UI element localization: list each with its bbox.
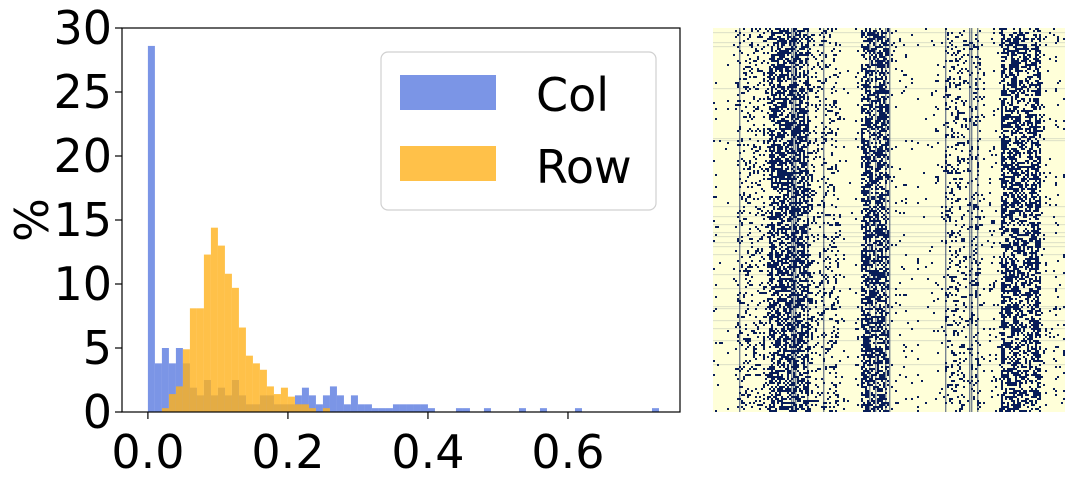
bar-col-3 [168,363,176,412]
bar-col-31 [364,404,372,412]
x-tick-label: 0.0 [111,425,184,479]
heatmap-cells [713,28,1065,412]
bar-col-35 [392,404,400,412]
series-row [161,227,330,412]
bar-col-34 [385,408,393,412]
bar-col-21 [294,395,302,412]
bar-col-46 [574,408,582,412]
bar-row-9 [224,273,232,412]
y-tick-label: 25 [53,65,112,119]
bar-col-40 [427,408,435,412]
bar-col-42 [462,408,470,412]
heatmap-solid-column [795,28,797,412]
heatmap-nonzero-cells [713,28,1065,412]
y-tick-label: 30 [53,1,112,55]
histogram-chart: 0.0 0.2 0.4 0.6 0 5 10 15 20 25 30 % Col Row [5,1,681,479]
bar-col-24 [315,404,323,412]
bar-row-15 [266,386,274,412]
bar-col-26 [329,386,337,412]
bar-row-8 [217,245,225,412]
heatmap-row-streak [713,32,1065,34]
bar-row-5 [196,308,204,412]
bar-col-29 [350,395,358,412]
bar-row-2 [175,386,183,412]
y-tick-label: 5 [83,321,112,375]
y-tick-label: 0 [83,385,112,439]
bar-row-19 [294,404,302,412]
heatmap-row-streak [713,42,1065,44]
bar-col-44 [518,408,526,412]
heatmap-row-streak [713,224,1065,226]
bar-col-23 [308,395,316,412]
heatmap-row-streak [713,364,1065,366]
legend-label-row: Row [536,140,632,194]
bar-row-4 [189,308,197,412]
heatmap-solid-column [823,28,825,412]
bar-col-2 [161,348,169,412]
legend-swatch-row [400,146,496,181]
bar-row-10 [231,287,239,412]
bar-col-47 [651,408,659,412]
bar-row-6 [203,254,211,412]
bar-col-22 [301,387,309,412]
legend-label-col: Col [536,68,609,122]
x-axis: 0.0 0.2 0.4 0.6 [111,412,605,479]
bar-col-39 [420,404,428,412]
heatmap-row-streak [713,320,1065,322]
y-tick-label: 15 [53,193,112,247]
heatmap-row-streak [713,308,1065,310]
bar-row-18 [287,396,295,412]
bar-col-25 [322,395,330,412]
bar-col-41 [455,408,463,412]
bar-col-43 [483,408,491,412]
bar-row-3 [182,349,190,412]
heatmap-solid-column [977,28,979,412]
x-tick-label: 0.6 [531,425,604,479]
heatmap-row-streak [713,328,1065,330]
bar-row-1 [168,394,176,412]
bar-row-14 [259,369,267,412]
heatmap-row-streak [713,46,1065,48]
bar-col-0 [147,45,155,412]
y-tick-label: 10 [53,257,112,311]
bar-row-13 [252,363,260,412]
bar-col-38 [413,404,421,412]
bar-col-27 [336,395,344,412]
bar-row-7 [210,227,218,412]
bar-col-4 [175,348,183,412]
heatmap-row-streak [713,216,1065,218]
bar-row-12 [245,355,253,412]
bar-col-37 [406,404,414,412]
heatmap-solid-column [969,28,971,412]
bar-row-16 [273,394,281,412]
bar-row-22 [322,408,330,412]
legend-swatch-col [400,75,496,110]
bar-col-36 [399,404,407,412]
bar-row-21 [308,408,316,412]
bar-col-28 [343,404,351,412]
legend: Col Row [380,51,657,211]
bar-col-30 [357,404,365,412]
x-tick-label: 0.2 [251,425,324,479]
bar-col-33 [378,408,386,412]
bar-row-11 [238,327,246,412]
bar-row-17 [280,387,288,412]
heatmap-solid-column [889,28,891,412]
bar-col-1 [154,363,162,412]
bar-col-32 [371,408,379,412]
sparsity-heatmap [713,28,1065,412]
y-axis-label: % [5,198,59,242]
heatmap-row-streak [713,254,1065,256]
x-tick-label: 0.4 [391,425,464,479]
heatmap-row-streak [713,206,1065,208]
heatmap-solid-column [793,28,795,412]
y-tick-label: 20 [53,129,112,183]
bar-row-0 [161,408,169,412]
heatmap-row-streak [713,88,1065,90]
y-axis: 0 5 10 15 20 25 30 [53,1,122,439]
bar-row-20 [301,404,309,412]
bar-col-45 [539,408,547,412]
